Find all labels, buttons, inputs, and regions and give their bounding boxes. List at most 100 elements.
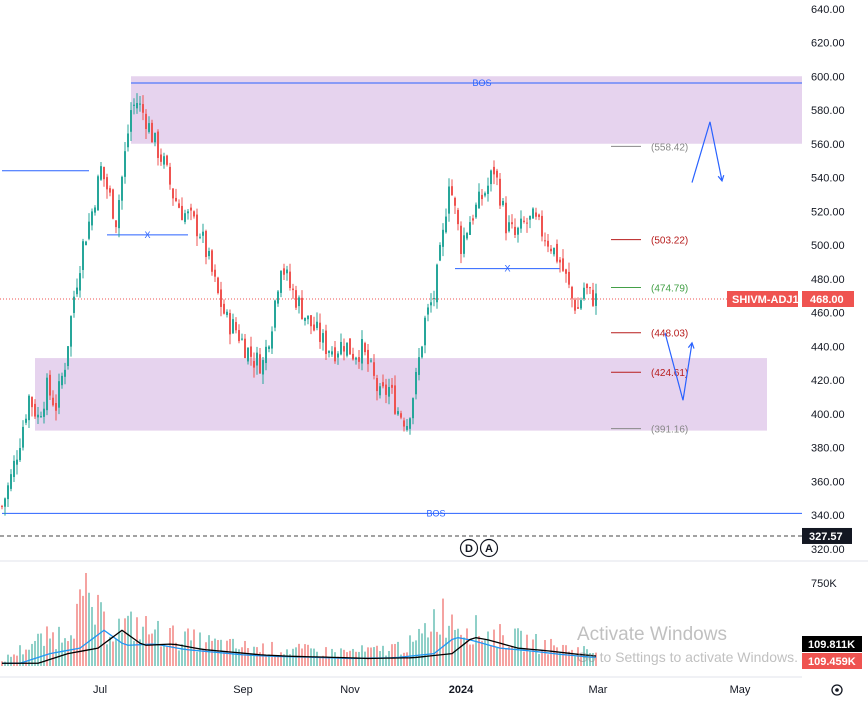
candle-body [532, 208, 534, 219]
candle-body [340, 341, 342, 355]
candle-body [427, 307, 429, 315]
volume-bar [370, 647, 372, 666]
candle-body [298, 297, 300, 307]
candle-body [169, 166, 171, 185]
price-tick-label: 580.00 [811, 105, 845, 117]
candle-body [1, 506, 3, 508]
volume-bar [259, 652, 261, 666]
volume-bar [16, 655, 18, 666]
candle-body [505, 202, 507, 234]
candle-body [565, 269, 567, 274]
candle-body [76, 287, 78, 295]
candle-body [448, 186, 450, 214]
price-tick-label: 640.00 [811, 4, 845, 16]
volume-bar [589, 653, 591, 666]
candle-body [235, 322, 237, 331]
candle-body [403, 420, 405, 427]
candle-body [460, 225, 462, 254]
fib-level-label: (474.79) [651, 284, 688, 295]
candle-body [322, 333, 324, 343]
candle-body [583, 287, 585, 299]
candle-body [112, 189, 114, 219]
candle-body [121, 176, 123, 201]
volume-bar [151, 633, 153, 666]
candle-body [178, 203, 180, 208]
candle-body [220, 289, 222, 307]
fib-level-label: (391.16) [651, 425, 688, 436]
volume-bar [148, 634, 150, 666]
volume-bar [403, 652, 405, 666]
candle-body [148, 123, 150, 132]
candle-body [490, 170, 492, 185]
candle-body [166, 155, 168, 165]
volume-bar [409, 635, 411, 666]
candle-body [28, 395, 30, 421]
candle-body [481, 194, 483, 200]
candle-body [175, 197, 177, 202]
candle-body [535, 212, 537, 217]
volume-bar [58, 626, 60, 666]
volume-bar [433, 609, 435, 666]
candle-body [364, 343, 366, 353]
price-tick-label: 320.00 [811, 544, 845, 556]
volume-bar [196, 651, 198, 666]
price-tick-label: 520.00 [811, 206, 845, 218]
price-axis-background [802, 0, 868, 704]
volume-bar [25, 649, 27, 666]
volume-bar [49, 638, 51, 666]
volume-bar [337, 656, 339, 666]
price-tick-label: 400.00 [811, 409, 845, 421]
candle-body [229, 313, 231, 335]
candle-body [13, 460, 15, 478]
volume-bar [61, 642, 63, 666]
candle-body [223, 303, 225, 314]
last-price-label: 468.00 [810, 294, 844, 306]
candle-body [274, 300, 276, 328]
candle-body [181, 205, 183, 221]
candle-body [454, 197, 456, 206]
volume-bar [562, 644, 564, 666]
volume-bar [373, 647, 375, 666]
volume-bar [532, 639, 534, 666]
volume-bar [283, 654, 285, 666]
price-tick-label: 480.00 [811, 274, 845, 286]
candle-body [496, 170, 498, 178]
volume-bar [157, 620, 159, 666]
volume-bar [241, 647, 243, 666]
event-marker [479, 538, 499, 558]
candle-body [238, 330, 240, 342]
volume-bar [391, 644, 393, 666]
volume-bar [367, 647, 369, 666]
volume-tick-label: 750K [811, 578, 837, 590]
volume-bar [121, 632, 123, 666]
volume-bar [202, 649, 204, 666]
candle-body [106, 177, 108, 190]
candle-body [118, 200, 120, 229]
volume-bar [394, 643, 396, 666]
volume-bar [457, 628, 459, 666]
candle-body [292, 288, 294, 291]
candle-body [208, 250, 210, 257]
volume-bar [487, 631, 489, 666]
candle-body [244, 338, 246, 359]
price-tick-label: 500.00 [811, 240, 845, 252]
candle-body [190, 207, 192, 211]
candle-body [286, 269, 288, 274]
volume-bar [478, 636, 480, 666]
candle-body [103, 166, 105, 180]
volume-bar [235, 648, 237, 666]
price-tick-label: 560.00 [811, 139, 845, 151]
settings-gear-icon [831, 684, 843, 696]
candle-body [361, 339, 363, 364]
volume-bar [400, 654, 402, 666]
volume-bar [163, 644, 165, 666]
candle-body [334, 347, 336, 362]
candle-body [271, 331, 273, 349]
candle-body [346, 342, 348, 356]
volume-sma-box [802, 653, 862, 669]
volume-bar [466, 628, 468, 666]
candle-body [259, 354, 261, 374]
volume-bar [406, 652, 408, 666]
